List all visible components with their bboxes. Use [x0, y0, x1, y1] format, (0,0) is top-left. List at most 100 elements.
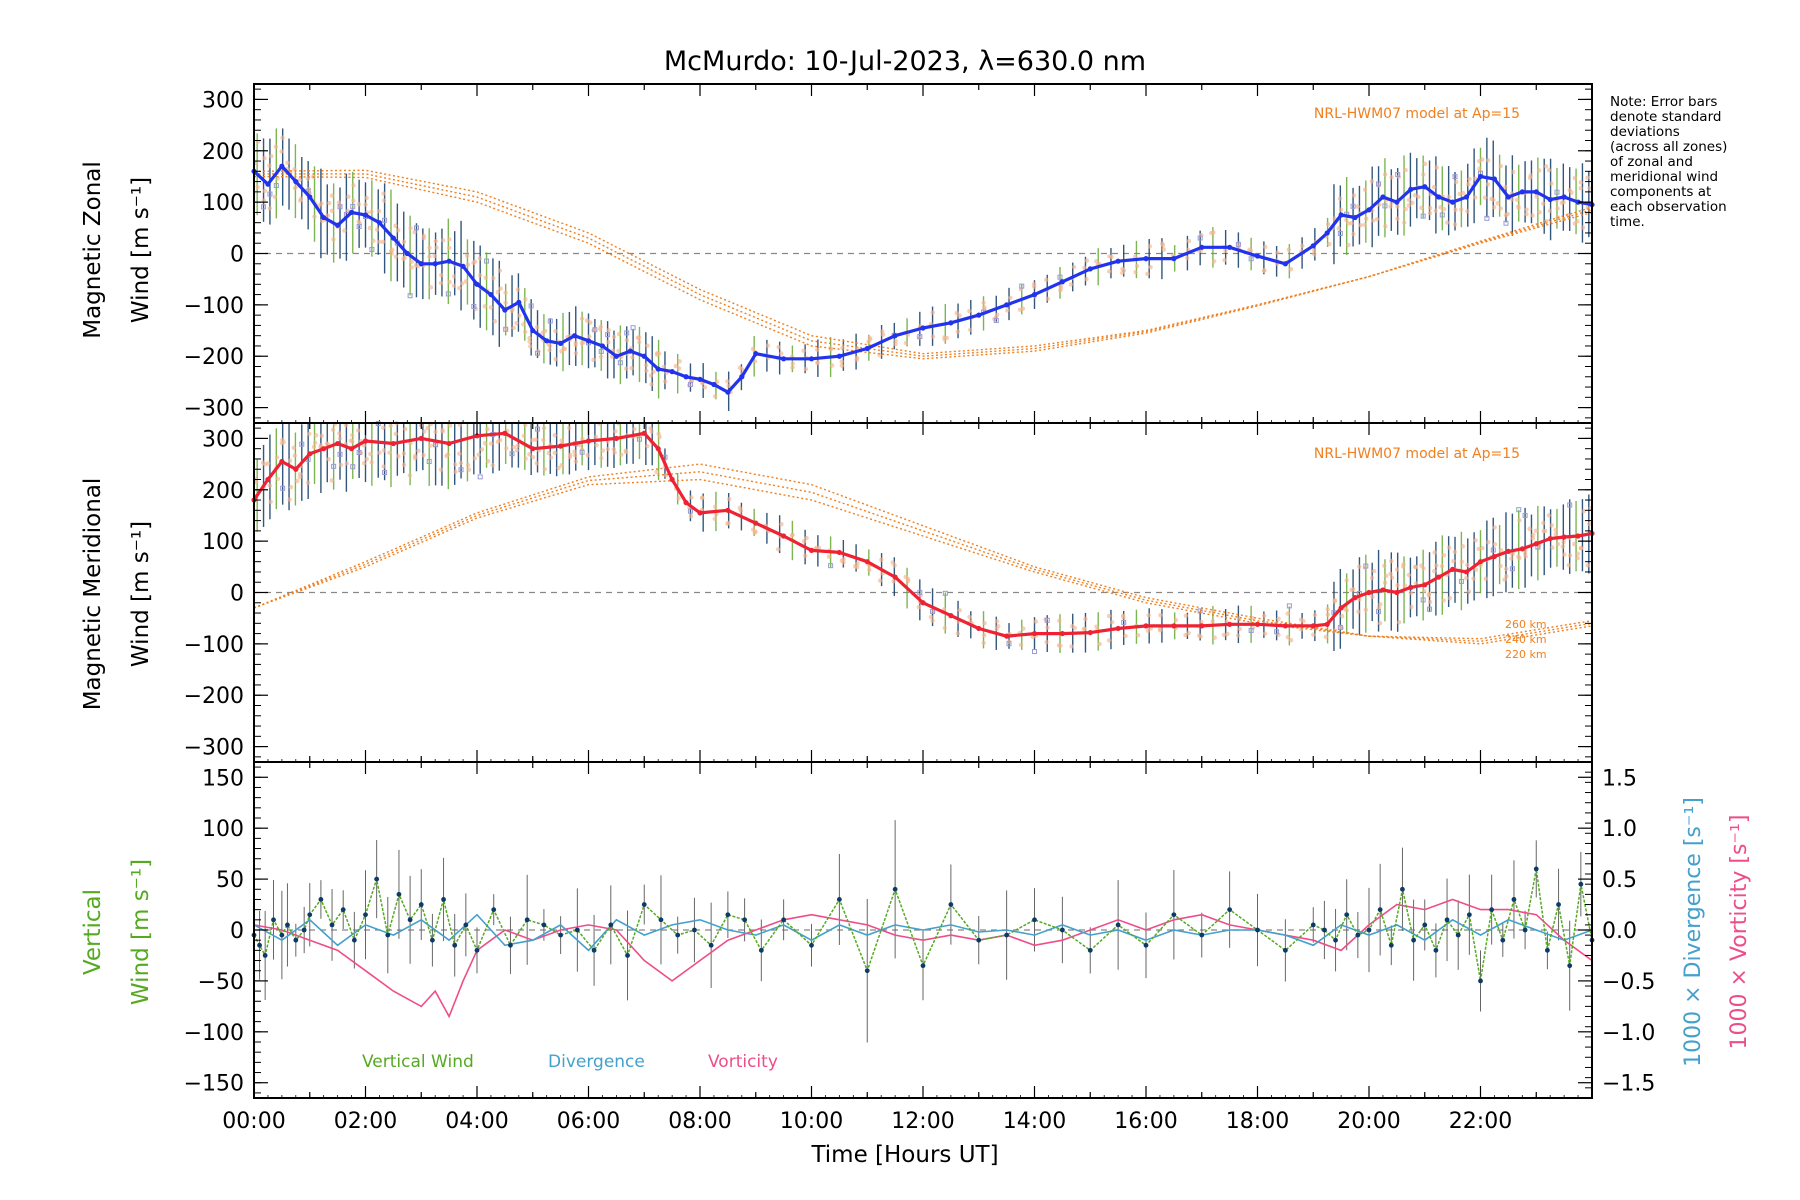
zone-point	[393, 254, 399, 259]
zone-point	[330, 427, 336, 433]
zone-point	[1403, 206, 1408, 212]
zone-point	[790, 365, 795, 370]
zone-point	[1350, 203, 1356, 209]
zone-point	[1426, 593, 1432, 598]
zone-point	[1413, 581, 1419, 586]
zone-point	[368, 451, 373, 457]
zone-point	[356, 201, 362, 207]
zone-point	[337, 436, 343, 441]
zone-point	[1530, 536, 1536, 541]
data-point	[516, 299, 522, 305]
zone-point	[1406, 572, 1412, 578]
zone-point	[1485, 182, 1491, 187]
zone-point	[291, 445, 296, 451]
zone-point	[337, 204, 343, 210]
y-axis-tick-label: 100	[202, 191, 244, 216]
x-axis-tick-label: 20:00	[1337, 1109, 1400, 1134]
zone-point	[447, 279, 452, 285]
zone-point	[1566, 562, 1571, 568]
zone-point	[644, 363, 649, 368]
zone-point	[559, 438, 564, 443]
data-point	[474, 281, 480, 287]
zone-point	[1032, 649, 1037, 655]
zone-point	[1158, 613, 1163, 618]
zone-point	[1460, 544, 1466, 549]
zone-point	[1484, 215, 1490, 221]
zone-point	[752, 530, 758, 535]
zone-point	[273, 144, 279, 149]
zone-point	[879, 557, 884, 563]
zone-point	[1276, 616, 1281, 621]
zone-point	[1433, 208, 1438, 213]
zonal-model-label: NRL-HWM07 model at Ap=15	[1314, 106, 1520, 122]
data-point	[348, 209, 355, 216]
zone-point	[503, 290, 508, 295]
zone-point	[1160, 243, 1166, 248]
zone-point	[294, 478, 300, 484]
data-point	[864, 559, 870, 565]
data-point	[808, 547, 815, 553]
zone-point	[338, 462, 344, 468]
zone-point	[955, 329, 961, 334]
zone-point	[1106, 269, 1112, 274]
zone-point	[1135, 633, 1141, 638]
vertical-wind-point	[1087, 947, 1093, 953]
zone-point	[624, 330, 630, 336]
zone-point	[676, 366, 682, 371]
zone-point	[287, 458, 293, 463]
zone-point	[715, 379, 720, 384]
zone-point	[942, 337, 947, 342]
zone-point	[1221, 632, 1227, 638]
zone-point	[272, 194, 278, 200]
zone-point	[1072, 625, 1077, 631]
x-axis	[253, 762, 1593, 1098]
data-point	[544, 338, 550, 344]
data-point	[683, 374, 689, 380]
data-point	[1004, 633, 1010, 639]
zone-point	[1120, 613, 1126, 618]
zone-point	[1332, 597, 1338, 603]
zone-point	[1338, 207, 1344, 212]
zone-point	[1345, 221, 1351, 226]
zone-point	[1534, 194, 1539, 199]
zone-point	[413, 225, 419, 231]
zone-point	[996, 623, 1001, 629]
data-point	[1408, 186, 1414, 192]
vertical-wind-point	[307, 912, 313, 918]
data-point	[808, 356, 815, 362]
zone-point	[624, 366, 629, 371]
zone-point	[1323, 634, 1329, 640]
zone-point	[275, 176, 280, 181]
data-point	[836, 353, 842, 359]
zone-point	[1210, 618, 1215, 624]
zone-point	[1058, 643, 1063, 648]
zone-point	[561, 346, 566, 351]
zone-point	[376, 208, 382, 214]
altitude-label-220: 220 km	[1505, 648, 1547, 661]
vertical-wind-point	[1478, 978, 1483, 984]
zone-point	[1510, 169, 1516, 175]
zone-point	[1384, 573, 1389, 579]
zone-point	[280, 437, 285, 442]
note-line: denote standard	[1610, 109, 1721, 125]
data-point	[613, 435, 619, 442]
zone-point	[1559, 200, 1564, 206]
zone-point	[1344, 217, 1349, 223]
zone-point	[1132, 254, 1138, 259]
zone-point	[967, 327, 973, 333]
divergence-line	[253, 913, 1593, 952]
data-point	[1519, 189, 1525, 195]
zone-point	[1358, 222, 1363, 228]
zone-point	[1530, 213, 1535, 218]
data-point	[1059, 279, 1065, 285]
zone-point	[491, 275, 496, 281]
zone-point	[1489, 196, 1494, 202]
zone-point	[477, 256, 483, 261]
zone-point	[1447, 595, 1453, 601]
zone-point	[891, 579, 896, 584]
zone-point	[1161, 247, 1167, 252]
zone-point	[369, 247, 375, 253]
zone-point	[412, 229, 417, 235]
data-point	[321, 214, 327, 221]
zone-point	[1585, 175, 1590, 180]
